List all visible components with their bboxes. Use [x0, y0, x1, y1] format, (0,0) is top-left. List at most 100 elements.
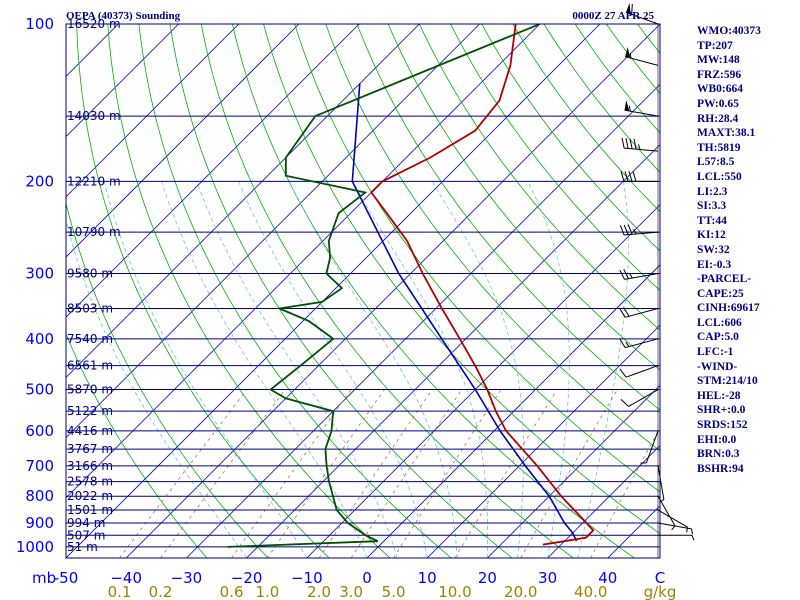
wind-barb-flag	[624, 171, 629, 182]
isotherm-line	[366, 264, 660, 558]
temperature-trace	[370, 24, 595, 546]
wind-barb	[658, 534, 695, 541]
moist-adiabat-line	[66, 219, 247, 558]
dry-adiabat-line	[325, 24, 660, 452]
dry-adiabat-line	[138, 24, 452, 558]
dry-adiabat-line	[66, 332, 208, 558]
wind-barb-flag	[619, 269, 625, 280]
wind-barb	[621, 137, 659, 152]
isotherm-line	[66, 24, 360, 318]
isotherm-line	[66, 24, 601, 558]
wind-barb-flag	[621, 137, 625, 149]
wind-barb-staff	[625, 338, 659, 349]
mixing-ratio-tick-label: 3.0	[339, 583, 363, 600]
dry-adiabat-line	[419, 24, 660, 331]
indices-panel: WMO:40373 TP:207 MW:148 FRZ:596 WB0:664 PW:0.…	[697, 24, 797, 476]
isotherm-line	[186, 83, 660, 558]
wind-barb-staff	[657, 509, 688, 528]
index-line: FRZ:596	[697, 68, 742, 81]
temperature-tick-label: 20	[478, 569, 497, 587]
isotherm-line	[66, 24, 420, 378]
index-line: SHR+:0.0	[697, 404, 746, 417]
temperature-tick-label: −20	[231, 569, 263, 587]
temperature-tick-label: 10	[418, 569, 437, 587]
pressure-tick-label: 200	[25, 172, 54, 190]
wind-barb	[625, 2, 659, 25]
wind-barb-flag	[631, 3, 633, 15]
index-line: CAPE:25	[697, 287, 744, 300]
isotherm-line	[66, 24, 541, 499]
height-label: 5870 m	[67, 383, 113, 397]
wind-barb-flag	[619, 368, 627, 378]
height-label: 7540 m	[67, 332, 113, 346]
isotherm-line	[487, 384, 660, 558]
wind-barb-staff	[628, 389, 659, 407]
height-label: 2578 m	[67, 475, 113, 489]
temperature-unit-label: C	[655, 569, 665, 587]
height-label: 1501 m	[67, 503, 113, 517]
wind-barb-half-flag	[629, 273, 633, 279]
index-line: HEL:-28	[697, 389, 741, 402]
mixing-ratio-line	[119, 389, 248, 558]
moist-adiabat-line	[196, 181, 398, 558]
index-line: TH:5819	[697, 141, 741, 154]
mixing-ratio-line	[231, 389, 352, 558]
dry-adiabat-line	[481, 24, 660, 252]
mixing-ratio-tick-label: 10.0	[438, 583, 471, 600]
wind-barb-flag	[632, 171, 637, 182]
index-line: SRDS:152	[697, 419, 748, 432]
isotherm-line	[66, 24, 300, 258]
index-line: CAP:5.0	[697, 331, 739, 344]
wind-barb-half-flag	[629, 52, 632, 59]
wind-barb-staff	[624, 273, 659, 280]
isotherm-line	[426, 324, 660, 558]
wind-barb	[619, 365, 659, 378]
wind-barb-flag	[623, 307, 630, 317]
wind-barb-pennant	[625, 46, 630, 58]
index-line: LCL:606	[697, 316, 742, 329]
height-label: 4416 m	[67, 424, 113, 438]
temperature-tick-label: 0	[362, 569, 372, 587]
index-line: WMO:40373	[697, 25, 761, 37]
moist-adiabat-line	[288, 181, 458, 558]
index-line: TT:44	[697, 214, 727, 227]
mixing-ratio-tick-label: 0.1	[108, 583, 132, 600]
index-line: LFC:-1	[697, 346, 734, 359]
wind-barb-flag	[627, 224, 633, 235]
wind-barb	[624, 100, 659, 117]
index-line: KI:12	[697, 229, 726, 242]
height-label: 14030 m	[67, 109, 121, 123]
diagram-grid	[66, 24, 660, 558]
height-label: 51 m	[67, 540, 98, 554]
wind-barb-half-flag	[691, 535, 695, 541]
wind-barb	[620, 171, 658, 182]
mixing-ratio-unit-label: g/kg	[644, 583, 677, 600]
wind-barb	[625, 46, 659, 66]
pressure-unit-label: mb	[32, 569, 56, 587]
wind-barb-staff	[625, 308, 659, 318]
index-line: STM:214/10	[697, 375, 758, 388]
index-line: LCL:550	[697, 170, 742, 183]
isotherm-line	[66, 24, 480, 439]
wind-barb	[619, 338, 659, 349]
wind-barb-pennant	[626, 2, 631, 15]
height-label: 3166 m	[67, 459, 113, 473]
temperature-tick-label: 30	[538, 569, 557, 587]
plot-frame	[65, 23, 661, 559]
isotherm-line	[66, 24, 240, 198]
index-line: LI:2.3	[697, 185, 728, 198]
isotherm-line	[246, 144, 660, 558]
wind-barb	[619, 269, 659, 280]
index-line: EI:-0.3	[697, 258, 732, 271]
index-line: CINH:69617	[697, 302, 760, 315]
dry-adiabat-line	[66, 201, 269, 558]
dry-adiabat-line	[450, 24, 660, 291]
isotherm-line	[66, 24, 179, 138]
wind-barb-half-flag	[633, 228, 637, 235]
dry-adiabat-line	[294, 24, 660, 493]
mixing-ratio-tick-label: 40.0	[574, 583, 607, 600]
index-line: PW:0.65	[697, 97, 739, 110]
index-line: -WIND-	[697, 360, 738, 373]
dry-adiabat-line	[169, 24, 513, 558]
